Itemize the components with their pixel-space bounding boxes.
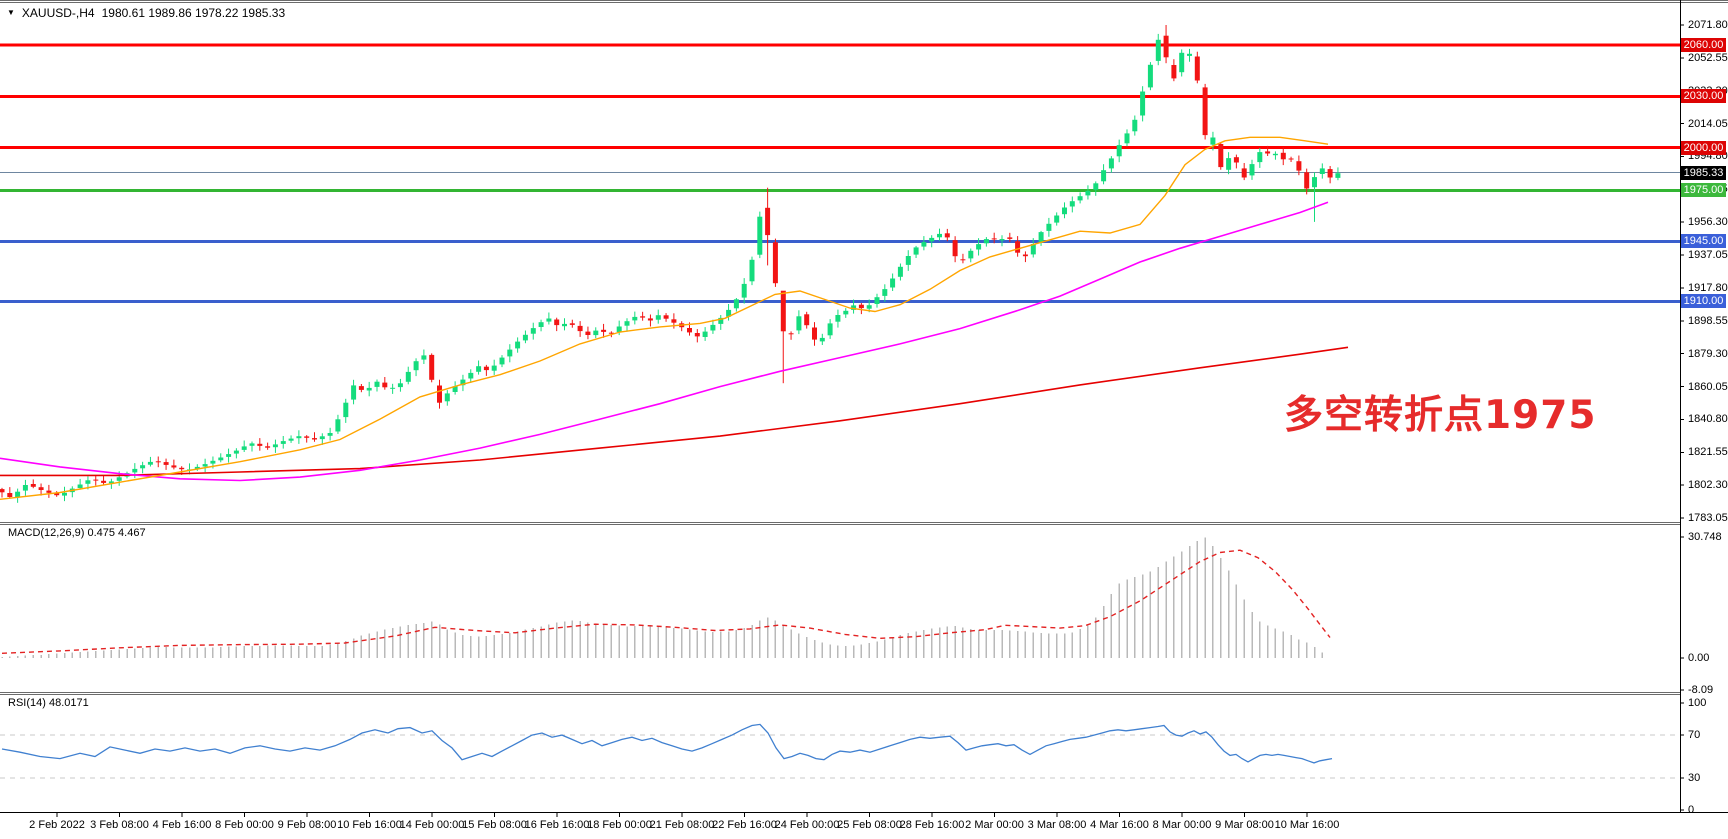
price-level-badge: 1945.00 xyxy=(1681,234,1726,249)
time-axis-label: 18 Feb 00:00 xyxy=(587,819,652,831)
chart-header: ▼ XAUUSD-,H4 1980.61 1989.86 1978.22 198… xyxy=(7,6,285,20)
price-level-badge: 2060.00 xyxy=(1681,38,1726,53)
time-axis-label: 8 Mar 00:00 xyxy=(1152,819,1212,831)
macd-indicator-label: MACD(12,26,9) 0.475 4.467 xyxy=(8,527,146,539)
time-axis-label: 9 Feb 08:00 xyxy=(277,819,337,831)
time-axis-label: 25 Feb 08:00 xyxy=(837,819,902,831)
time-axis-label: 10 Mar 16:00 xyxy=(1274,819,1340,831)
time-axis-label: 4 Mar 16:00 xyxy=(1090,819,1149,831)
chart-dropdown-icon[interactable]: ▼ xyxy=(7,7,15,17)
current-price-badge: 1985.33 xyxy=(1681,165,1726,180)
rsi-scale-label: 30 xyxy=(1688,771,1701,784)
time-axis-label: 22 Feb 16:00 xyxy=(712,819,777,831)
symbol-period-label: XAUUSD-,H4 xyxy=(21,6,95,20)
price-axis-label: 1879.30 xyxy=(1688,347,1728,360)
ma-slow-line xyxy=(0,346,1349,477)
rsi-line xyxy=(1,723,1333,764)
level-lines xyxy=(0,43,1680,779)
macd-histogram xyxy=(1,537,1324,658)
ma-medium-line xyxy=(0,201,1329,482)
price-axis-label: 1917.80 xyxy=(1688,281,1728,294)
macd-scale-label: -8.09 xyxy=(1688,683,1714,696)
trade-annotation-text: 多空转折点1975 xyxy=(1284,393,1597,438)
time-axis-label: 3 Mar 08:00 xyxy=(1027,819,1087,831)
time-axis-label: 2 Feb 2022 xyxy=(29,819,85,831)
macd-signal-line xyxy=(1,549,1331,654)
price-axis-label: 2071.80 xyxy=(1688,19,1728,31)
price-level-badge: 2000.00 xyxy=(1681,140,1726,155)
frame xyxy=(0,0,1728,817)
rsi-scale-label: 70 xyxy=(1688,729,1701,742)
price-level-badge: 1975.00 xyxy=(1681,183,1726,198)
price-axis-label: 1840.80 xyxy=(1688,413,1728,426)
time-axis-label: 3 Feb 08:00 xyxy=(90,819,149,831)
price-level-badge: 1910.00 xyxy=(1681,294,1726,309)
time-axis-label: 14 Feb 00:00 xyxy=(399,819,465,831)
price-level-badge: 2030.00 xyxy=(1681,89,1726,104)
price-axis-label: 1860.05 xyxy=(1688,380,1728,393)
time-axis-label: 9 Mar 08:00 xyxy=(1215,819,1274,831)
time-axis-label: 21 Feb 08:00 xyxy=(649,819,715,831)
price-axis-label: 2014.05 xyxy=(1688,117,1728,130)
time-axis-label: 4 Feb 16:00 xyxy=(152,819,212,831)
time-axis-label: 16 Feb 16:00 xyxy=(524,819,590,831)
ohlc-values: 1980.61 1989.86 1978.22 1985.33 xyxy=(101,6,286,20)
macd-scale-label: 0.00 xyxy=(1688,652,1710,664)
price-axis-label: 2052.55 xyxy=(1688,51,1728,64)
time-axis-label: 10 Feb 16:00 xyxy=(337,819,402,831)
price-axis-label: 1937.05 xyxy=(1688,249,1728,262)
ma-fast-line xyxy=(0,136,1329,500)
time-axis-label: 24 Feb 00:00 xyxy=(774,819,840,831)
rsi-scale-label: 0 xyxy=(1688,804,1695,816)
rsi-scale-label: 100 xyxy=(1688,697,1707,709)
price-axis-label: 1898.55 xyxy=(1688,314,1728,327)
rsi-indicator-label: RSI(14) 48.0171 xyxy=(8,697,89,709)
time-axis-label: 2 Mar 00:00 xyxy=(965,819,1024,831)
price-axis-label: 1783.05 xyxy=(1688,512,1728,524)
price-axis-label: 1821.55 xyxy=(1688,446,1728,459)
time-axis-label: 15 Feb 08:00 xyxy=(462,819,527,831)
time-axis-label: 28 Feb 16:00 xyxy=(899,819,965,831)
price-axis-label: 1956.30 xyxy=(1688,216,1728,229)
macd-scale-label: 30.748 xyxy=(1688,531,1722,543)
time-axis-label: 8 Feb 00:00 xyxy=(215,819,274,831)
price-axis-label: 1802.30 xyxy=(1688,479,1728,492)
candles xyxy=(0,25,1341,503)
